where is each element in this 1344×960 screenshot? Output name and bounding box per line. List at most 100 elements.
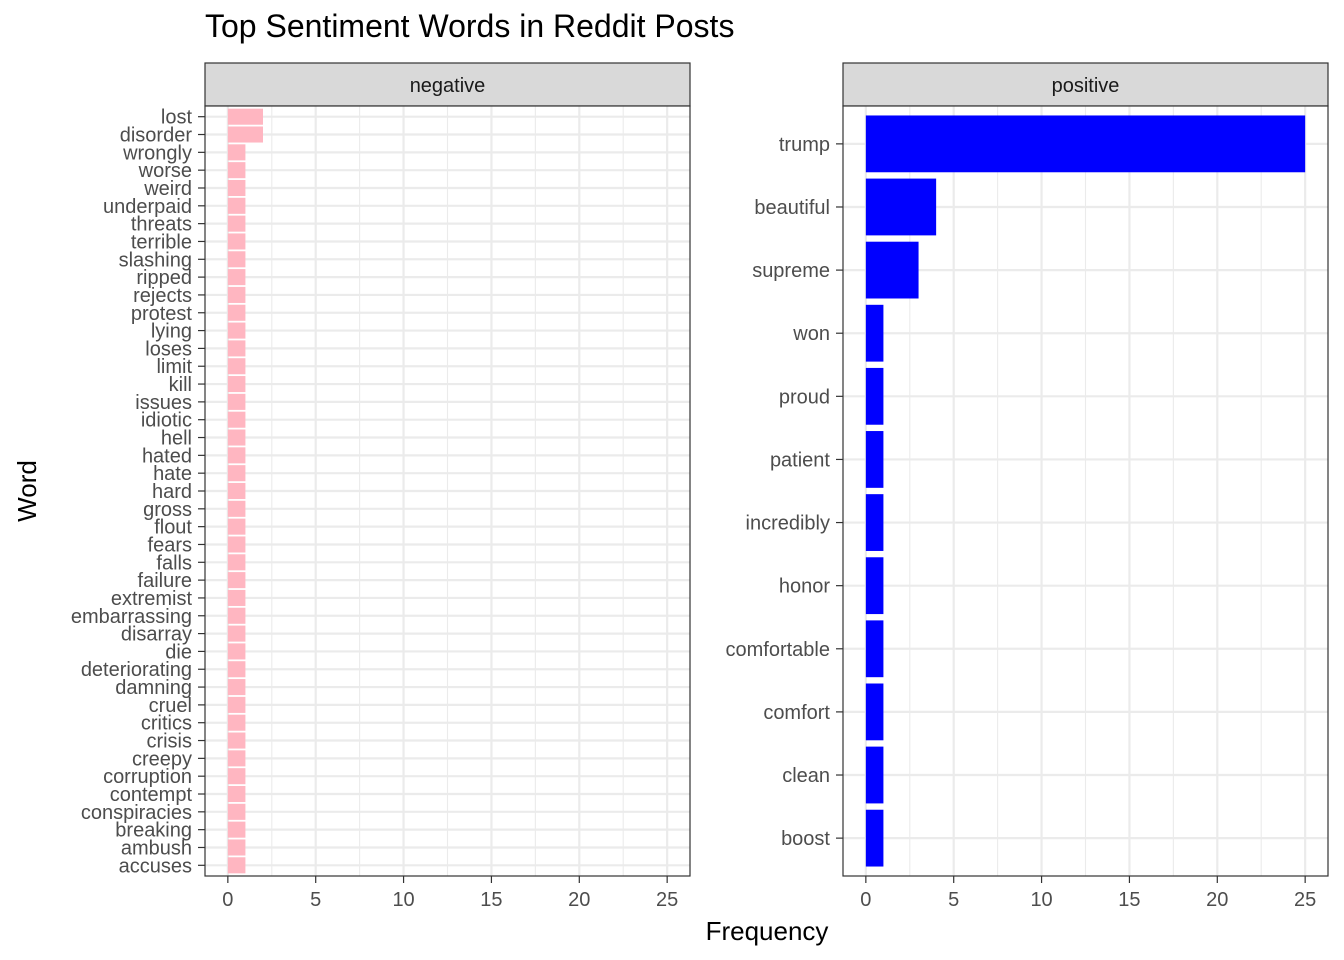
- facet-strip-label: negative: [410, 75, 486, 97]
- bar-ripped: [227, 269, 246, 286]
- y-tick-label: hate: [153, 463, 192, 485]
- bar-slashing: [227, 251, 246, 268]
- bar-falls: [227, 554, 246, 571]
- bar-extremist: [227, 589, 246, 606]
- bar-embarrassing: [227, 607, 246, 624]
- bar-beautiful: [865, 178, 937, 236]
- bar-accuses: [227, 857, 246, 874]
- bar-hell: [227, 429, 246, 446]
- bar-boost: [865, 809, 884, 867]
- bar-hated: [227, 447, 246, 464]
- y-tick-label: falls: [156, 552, 192, 574]
- y-tick-label: ripped: [136, 267, 192, 289]
- y-tick-label: embarrassing: [71, 606, 192, 628]
- x-axis-title: Frequency: [706, 916, 829, 946]
- facet-negative: negative lostdisorderwronglyworseweirdund…: [71, 62, 691, 911]
- y-tick-label: issues: [135, 392, 192, 414]
- y-tick-label: accuses: [119, 855, 192, 877]
- y-tick-label: hated: [142, 445, 192, 467]
- bar-issues: [227, 393, 246, 410]
- bar-underpaid: [227, 197, 246, 214]
- chart-title: Top Sentiment Words in Reddit Posts: [205, 8, 735, 44]
- y-tick-label: cruel: [149, 695, 192, 717]
- bar-protest: [227, 304, 246, 321]
- x-tick-label: 0: [860, 889, 871, 911]
- y-tick-label: kill: [169, 374, 192, 396]
- y-tick-label: failure: [138, 570, 192, 592]
- y-tick-label: creepy: [132, 748, 192, 770]
- x-tick-label: 10: [1030, 889, 1052, 911]
- y-tick-label: worse: [138, 160, 192, 182]
- bar-disorder: [227, 126, 263, 143]
- bar-loses: [227, 340, 246, 357]
- bar-trump: [865, 115, 1306, 173]
- y-tick-label: die: [165, 641, 192, 663]
- y-tick-label: disorder: [120, 125, 193, 147]
- bar-comfort: [865, 683, 884, 741]
- bar-clean: [865, 746, 884, 804]
- x-tick-label: 20: [568, 889, 590, 911]
- bar-disarray: [227, 625, 246, 642]
- y-tick-label: comfort: [763, 702, 830, 724]
- y-tick-label: rejects: [133, 285, 192, 307]
- y-tick-label: hell: [161, 428, 192, 450]
- y-tick-label: slashing: [119, 249, 192, 271]
- y-tick-label: critics: [141, 713, 192, 735]
- y-tick-label: patient: [770, 449, 830, 471]
- x-tick-label: 10: [392, 889, 414, 911]
- y-tick-label: wrongly: [122, 142, 192, 164]
- bar-crisis: [227, 732, 246, 749]
- facet-strip-negative: [204, 62, 691, 107]
- y-tick-label: gross: [143, 499, 192, 521]
- y-tick-label: won: [792, 323, 830, 345]
- bar-damning: [227, 679, 246, 696]
- bar-hate: [227, 465, 246, 482]
- bar-worse: [227, 162, 246, 179]
- y-tick-label: boost: [781, 828, 830, 850]
- y-tick-label: damning: [115, 677, 192, 699]
- y-tick-label: corruption: [103, 766, 192, 788]
- bar-won: [865, 304, 884, 362]
- bar-incredibly: [865, 494, 884, 551]
- panel-border: [842, 105, 1329, 877]
- bar-gross: [227, 500, 246, 517]
- bar-rejects: [227, 286, 246, 303]
- y-tick-label: protest: [131, 303, 193, 325]
- bar-wrongly: [227, 144, 246, 161]
- bar-failure: [227, 572, 246, 589]
- x-tick-label: 15: [480, 889, 502, 911]
- y-tick-label: honor: [779, 576, 830, 598]
- y-tick-label: trump: [779, 134, 830, 156]
- bar-lying: [227, 322, 246, 339]
- bar-lost: [227, 108, 263, 125]
- x-tick-label: 20: [1206, 889, 1228, 911]
- y-axis-title: Word: [12, 460, 42, 522]
- y-tick-label: weird: [143, 178, 192, 200]
- y-tick-label: supreme: [752, 260, 830, 282]
- facet-strip-positive: [842, 62, 1329, 107]
- y-tick-label: crisis: [146, 731, 192, 753]
- bar-threats: [227, 215, 246, 232]
- y-tick-label: idiotic: [141, 410, 192, 432]
- bar-critics: [227, 714, 246, 731]
- bar-proud: [865, 367, 884, 425]
- x-tick-label: 0: [222, 889, 233, 911]
- bar-terrible: [227, 233, 246, 250]
- y-tick-label: ambush: [121, 837, 192, 859]
- bar-contempt: [227, 785, 246, 803]
- x-tick-label: 15: [1118, 889, 1140, 911]
- bar-deteriorating: [227, 661, 246, 678]
- bar-ambush: [227, 839, 246, 856]
- y-tick-label: comfortable: [726, 639, 831, 661]
- y-tick-label: incredibly: [746, 513, 830, 535]
- y-tick-label: clean: [782, 765, 830, 787]
- x-tick-label: 25: [1294, 889, 1316, 911]
- y-tick-label: underpaid: [103, 196, 192, 218]
- y-tick-label: fears: [148, 534, 192, 556]
- x-tick-label: 5: [310, 889, 321, 911]
- y-tick-label: breaking: [115, 820, 192, 842]
- bar-die: [227, 643, 246, 660]
- y-tick-label: hard: [152, 481, 192, 503]
- x-tick-label: 5: [948, 889, 959, 911]
